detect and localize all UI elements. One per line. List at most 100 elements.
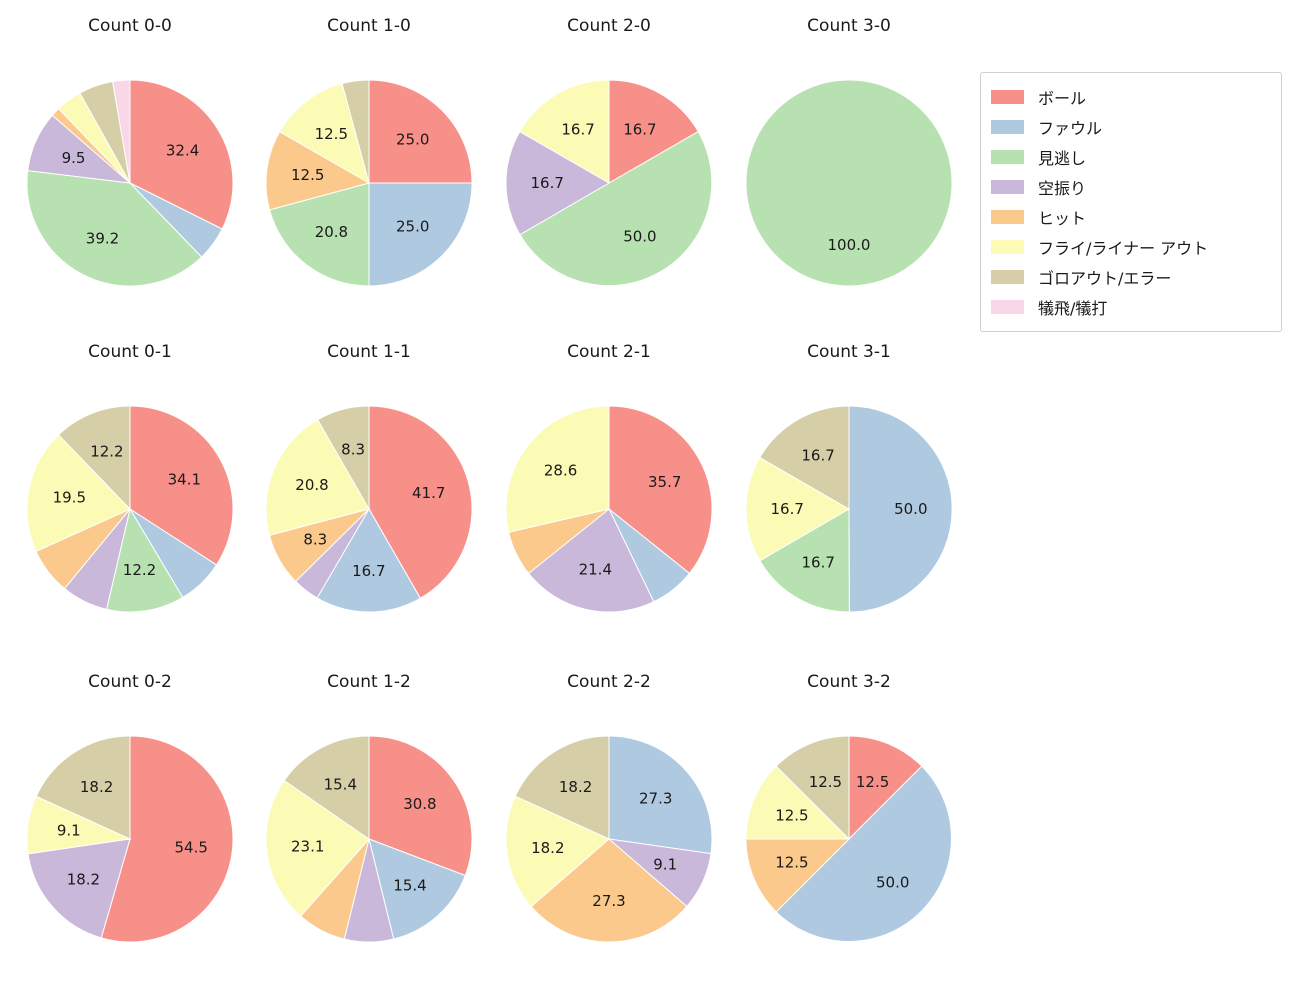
- pie: 41.7 16.7 8.3 20.8 8.3: [265, 405, 473, 613]
- legend-item: ヒット: [991, 202, 1271, 232]
- pie-slice: [530, 838, 688, 943]
- chart-title: Count 3-0: [807, 16, 891, 36]
- pie-slice: [745, 838, 851, 913]
- pie-slice: [527, 508, 655, 613]
- pie-slice: [105, 507, 184, 613]
- pie-chart-count-3-1: Count 3-1 50.0 16.7 16.7 16.7: [729, 340, 969, 624]
- pie-value-label: 12.5: [315, 125, 348, 143]
- pie-slice: [368, 182, 473, 287]
- legend-item: ファウル: [991, 112, 1271, 142]
- pie-value-label: 30.8: [403, 795, 436, 813]
- legend-item: フライ/ライナー アウト: [991, 232, 1271, 262]
- pie-value-label: 28.6: [544, 462, 577, 480]
- pie-value-label: 8.3: [341, 440, 365, 458]
- pie-value-label: 12.5: [775, 854, 808, 872]
- pie-chart-count-1-0: Count 1-0 25.0 25.0 20.8 12.5 12.5: [249, 14, 489, 298]
- pie-slice: [35, 735, 131, 840]
- pie-value-label: 9.1: [653, 856, 677, 874]
- pie-chart-count-1-2: Count 1-2 30.8 15.4 23.1 15.4: [249, 670, 489, 954]
- pie-slice: [27, 838, 131, 939]
- pie-value-label: 50.0: [894, 500, 927, 518]
- pie-value-label: 18.2: [531, 839, 564, 857]
- pie-slice: [317, 405, 370, 511]
- pie: 35.7 21.4 28.6: [505, 405, 713, 613]
- pie-slice: [608, 735, 713, 855]
- pie-chart-count-0-2: Count 0-2 54.5 18.2 9.1 18.2: [10, 670, 250, 954]
- pie-value-label: 27.3: [639, 790, 672, 808]
- pie-value-label: 23.1: [291, 837, 324, 855]
- chart-title: Count 3-1: [807, 342, 891, 362]
- legend-item: 空振り: [991, 172, 1271, 202]
- pie: 12.550.012.512.512.5: [745, 735, 952, 942]
- pie-value-label: 39.2: [86, 229, 119, 247]
- pie-slice: [279, 82, 370, 185]
- chart-title: Count 2-2: [567, 672, 651, 692]
- legend-label: ファウル: [1038, 119, 1103, 138]
- pie-slice: [112, 79, 131, 184]
- legend-label: 犠飛/犠打: [1038, 299, 1108, 318]
- pie-chart-count-2-1: Count 2-1 35.7 21.4 28.6: [489, 340, 729, 624]
- pie-slice: [26, 434, 131, 552]
- pie-slice: [265, 131, 371, 211]
- pie-value-label: 16.7: [801, 554, 834, 572]
- legend-item: ゴロアウト/エラー: [991, 262, 1271, 292]
- pie-value-label: 16.7: [561, 121, 594, 139]
- pie: 32.4 39.2 9.5: [26, 79, 234, 287]
- pie-chart-count-0-0: Count 0-0 32.4 39.2 9.5: [10, 14, 250, 298]
- pie-value-label: 8.3: [303, 531, 327, 549]
- pie-value-label: 20.8: [295, 476, 328, 494]
- pie-slice: [775, 765, 952, 942]
- pie-value-label: 27.3: [592, 892, 625, 910]
- pie-value-label: 9.1: [57, 821, 81, 839]
- pie-value-label: 16.7: [530, 174, 563, 192]
- pie-value-label: 12.5: [291, 166, 324, 184]
- pie: 16.7 50.0 16.7 16.7: [505, 79, 713, 287]
- pie-slice: [745, 79, 953, 287]
- pie: 54.5 18.2 9.1 18.2: [26, 735, 234, 943]
- pie-slice: [514, 735, 610, 840]
- pie-value-label: 25.0: [396, 218, 429, 236]
- pie-value-label: 16.7: [352, 562, 385, 580]
- pie-slice: [519, 130, 713, 287]
- pie-value-label: 16.7: [623, 121, 656, 139]
- pie-slice: [745, 765, 851, 840]
- legend-item: ボール: [991, 82, 1271, 112]
- pie-value-label: 18.2: [80, 778, 113, 796]
- pie-slice: [368, 838, 466, 940]
- pie-value-label: 12.5: [856, 773, 889, 791]
- pie-chart-count-2-0: Count 2-0 16.7 50.0 16.7 16.7: [489, 14, 729, 298]
- pie-slice: [505, 130, 610, 236]
- pie-chart-count-0-1: Count 0-1 34.1 12.2 19.5 12.2: [10, 340, 250, 624]
- pie-slice: [608, 79, 699, 184]
- pie-value-label: 12.2: [90, 443, 123, 461]
- chart-title: Count 1-2: [327, 672, 411, 692]
- pie-slice: [368, 79, 473, 184]
- pie-value-label: 15.4: [324, 775, 357, 793]
- legend-swatch-hit: [991, 210, 1024, 224]
- legend-label: ゴロアウト/エラー: [1038, 269, 1172, 288]
- legend-swatch-fly-liner-out: [991, 240, 1024, 254]
- chart-title: Count 1-1: [327, 342, 411, 362]
- legend-label: 見逃し: [1038, 149, 1087, 168]
- legend-label: ボール: [1038, 89, 1087, 108]
- pie-value-label: 25.0: [396, 130, 429, 148]
- pie-slice: [316, 508, 421, 613]
- pie-slice: [848, 405, 953, 613]
- pie-slice: [265, 419, 370, 536]
- pie-value-label: 41.7: [412, 484, 445, 502]
- legend-swatch-groundout-error: [991, 270, 1024, 284]
- pie-slice: [505, 405, 610, 533]
- pie-value-label: 16.7: [770, 500, 803, 518]
- pie-value-label: 12.5: [809, 773, 842, 791]
- legend-item: 見逃し: [991, 142, 1271, 172]
- legend-label: フライ/ライナー アウト: [1038, 239, 1209, 258]
- pie-value-label: 54.5: [174, 839, 207, 857]
- pie-slice: [341, 79, 370, 184]
- pie-slice: [368, 405, 473, 599]
- pie-chart-count-3-0: Count 3-0 100.0: [729, 14, 969, 298]
- pie-slice: [26, 170, 203, 287]
- pie: 34.1 12.2 19.5 12.2: [26, 405, 234, 613]
- chart-title: Count 0-2: [88, 672, 172, 692]
- pie-value-label: 18.2: [559, 778, 592, 796]
